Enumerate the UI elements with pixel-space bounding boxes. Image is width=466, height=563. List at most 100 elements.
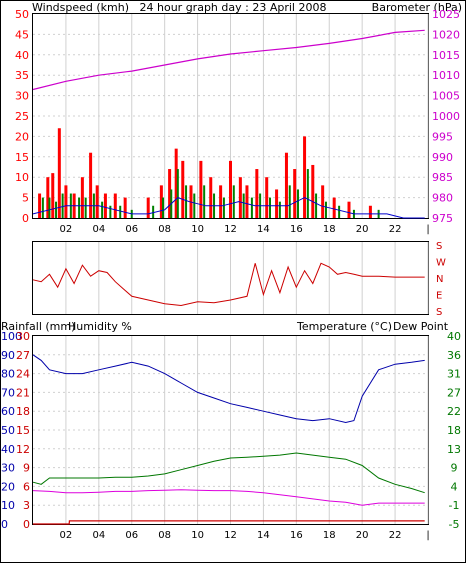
wind-bar <box>78 197 81 218</box>
x-tick-label: 14 <box>257 224 270 235</box>
temperature-tick: 13 <box>447 443 461 456</box>
temperature-line <box>32 452 425 494</box>
x-tick-label: 16 <box>290 530 303 541</box>
barometer-tick: 990 <box>432 151 453 164</box>
rainfall-tick: 3 <box>23 499 30 512</box>
rainfall-tick: 27 <box>16 349 30 362</box>
humidity-tick: 0 <box>1 518 8 531</box>
wind-bar <box>185 185 188 218</box>
barometer-tick: 1015 <box>432 49 460 62</box>
gust-bars <box>38 128 372 218</box>
gust-bar <box>80 177 84 218</box>
x-tick-label: 06 <box>125 530 138 541</box>
temp-grid <box>33 336 429 524</box>
gust-bar <box>321 185 325 218</box>
gust-bar <box>219 185 223 218</box>
dewpoint-axis-label: Dew Point <box>393 320 449 333</box>
temperature-tick-labels: -5 -1 4 9 13 18 22 27 31 36 40 <box>447 330 461 531</box>
humidity-tick: 10 <box>1 499 15 512</box>
gust-bar <box>229 160 232 218</box>
x-tick-label: 18 <box>323 224 336 235</box>
gust-bar <box>209 177 213 218</box>
wind-bar <box>306 169 309 218</box>
windspeed-tick: 20 <box>15 130 29 143</box>
compass-label: E <box>436 291 442 302</box>
wind-bar <box>222 197 225 218</box>
gust-bar <box>46 177 50 218</box>
humidity-line <box>32 354 425 424</box>
temperature-tick: -5 <box>449 518 460 531</box>
gust-bar <box>238 177 242 218</box>
wind-bar <box>41 197 44 218</box>
humidity-tick-labels: 0 10 20 30 40 50 60 70 80 90 100 <box>1 330 22 531</box>
windspeed-tick: 5 <box>22 192 29 205</box>
wind-bar <box>162 197 165 218</box>
gust-bar <box>303 136 307 218</box>
rainfall-tick: 24 <box>16 368 30 381</box>
gust-bar <box>159 185 163 218</box>
humidity-tick: 30 <box>1 462 15 475</box>
gust-bar <box>181 160 185 218</box>
wind-bar <box>48 197 51 218</box>
barometer-tick-labels: 975 980 985 990 995 1000 1005 1010 1015 1020 1025 <box>432 8 460 225</box>
barometer-tick: 1010 <box>432 69 460 82</box>
rainfall-tick: 15 <box>16 424 30 437</box>
rainfall-tick: 12 <box>16 443 30 456</box>
rainfall-tick: 21 <box>16 386 30 399</box>
x-tick-label: 20 <box>356 224 369 235</box>
rainfall-tick: 6 <box>23 480 30 493</box>
wind-bar <box>338 205 341 218</box>
gust-bar <box>168 169 172 218</box>
rainfall-line <box>33 520 425 525</box>
gust-bar <box>199 160 203 218</box>
barometer-tick: 1005 <box>432 90 460 103</box>
x-tick-label: 10 <box>191 530 204 541</box>
temperature-tick: 36 <box>447 349 461 362</box>
x-tick-label: 08 <box>158 224 171 235</box>
wind-bar <box>101 201 104 218</box>
humidity-tick: 40 <box>1 443 15 456</box>
temperature-axis-label: Temperature (°C) <box>296 320 392 333</box>
x-tick-label: 08 <box>158 530 171 541</box>
temperature-tick: 27 <box>447 386 461 399</box>
rainfall-tick: 30 <box>16 330 30 343</box>
temperature-tick: 22 <box>447 405 461 418</box>
wind-bar <box>278 201 281 218</box>
wind-bar <box>109 205 112 218</box>
wind-bar <box>193 193 196 218</box>
gust-bar <box>255 169 259 218</box>
compass-label: S <box>436 307 442 318</box>
compass-label: N <box>436 274 443 285</box>
gust-bar <box>284 152 288 218</box>
gust-bar <box>57 128 61 218</box>
gust-bar <box>311 164 315 218</box>
wind-barometer-panel: Windspeed (kmh) 24 hour graph day : 23 A… <box>15 1 462 235</box>
windspeed-tick: 30 <box>15 90 29 103</box>
humidity-tick: 100 <box>1 330 22 343</box>
humidity-tick: 70 <box>1 386 15 399</box>
windspeed-axis-label: Windspeed (kmh) <box>32 1 129 14</box>
rainfall-tick: 9 <box>23 462 30 475</box>
wind-bar <box>324 201 327 218</box>
wind-bar <box>119 205 122 218</box>
wind-x-tick-labels: 02 04 06 08 10 12 14 16 18 20 22 | <box>60 224 430 235</box>
wind-bar <box>152 205 155 218</box>
x-tick-label: 18 <box>323 530 336 541</box>
gust-bar <box>368 205 372 218</box>
humidity-tick: 80 <box>1 368 15 381</box>
temperature-humidity-panel: Rainfall (mm) Humidity % Temperature (°C… <box>1 320 461 541</box>
windspeed-tick: 35 <box>15 69 29 82</box>
x-tick-label: 22 <box>389 530 402 541</box>
temperature-tick: 9 <box>451 462 458 475</box>
wind-bar <box>315 193 318 218</box>
barometer-tick: 995 <box>432 130 453 143</box>
barometer-axis-label: Barometer (hPa) <box>372 1 462 14</box>
windspeed-tick: 0 <box>22 212 29 225</box>
gust-bar <box>146 197 150 218</box>
windspeed-tick: 50 <box>15 8 29 21</box>
temperature-tick: 40 <box>447 330 461 343</box>
x-tick-label: 16 <box>290 224 303 235</box>
gust-bar <box>89 152 93 218</box>
